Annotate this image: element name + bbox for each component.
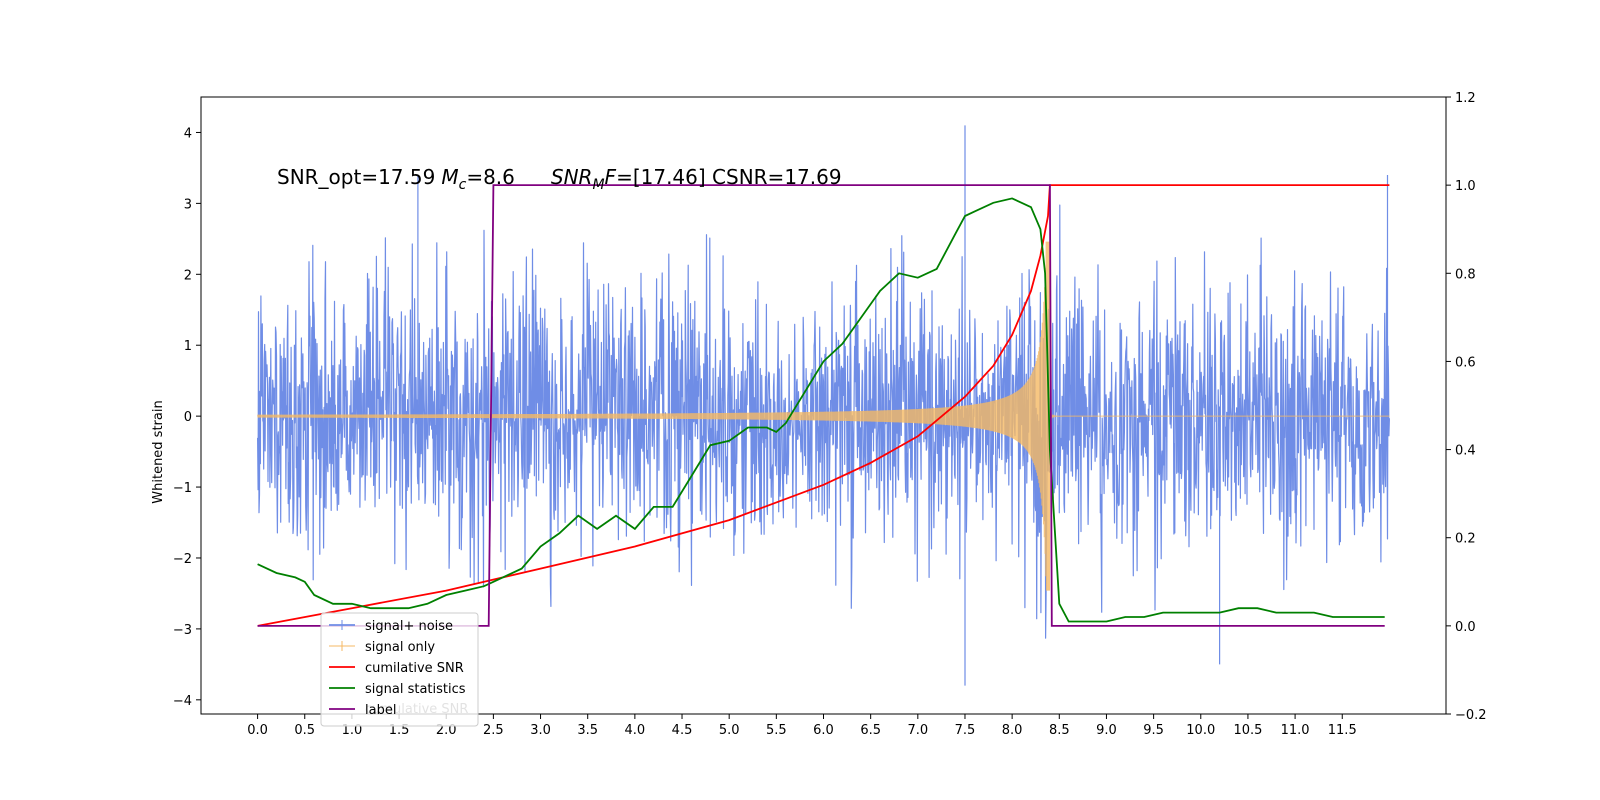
x-tick-label: 8.0 [1002, 723, 1023, 738]
x-tick-label: 11.5 [1328, 723, 1357, 738]
x-tick-label: 5.0 [719, 723, 740, 738]
x-tick-label: 8.5 [1049, 723, 1070, 738]
legend-entry-label: signal statistics [365, 682, 466, 697]
x-tick-label: 2.0 [436, 723, 457, 738]
y2-tick-label: 0.8 [1455, 267, 1476, 282]
y-tick-label: 3 [184, 197, 192, 212]
series-cumilative-snrline [257, 184, 1390, 627]
x-tick-label: 0.5 [294, 723, 315, 738]
x-tick-label: 9.0 [1096, 723, 1117, 738]
x-tick-label: 2.5 [483, 723, 504, 738]
title-snrmf-value: =[17.46] CSNR=17.69 [616, 165, 842, 189]
title-snrmf-symbol: SNR [551, 165, 593, 189]
legend: cumulative SNR signal+ noise signal only cu… [320, 612, 479, 727]
legend-entry-label: label [365, 703, 396, 718]
y-tick-label: 2 [184, 268, 192, 283]
title-mc-symbol: M [441, 165, 458, 189]
y-tick-label: 0 [184, 410, 192, 425]
x-tick-label: 6.5 [860, 723, 881, 738]
y2-tick-label: 0.0 [1455, 620, 1476, 635]
x-tick-label: 11.0 [1281, 723, 1310, 738]
x-tick-label: 1.0 [342, 723, 363, 738]
x-tick-label: 7.0 [907, 723, 928, 738]
y2-tick-label: 0.6 [1455, 355, 1476, 370]
plot-area [257, 125, 1390, 686]
y-tick-label: −2 [173, 552, 192, 567]
legend-entry-label: signal only [365, 640, 435, 655]
y-tick-label: −1 [173, 481, 192, 496]
x-tick-label: 10.5 [1233, 723, 1262, 738]
title-mc-value: =8.6 [466, 165, 515, 189]
y-axis-label: Whitened strain [151, 400, 166, 503]
x-tick-label: 1.5 [389, 723, 410, 738]
y-tick-label: 4 [184, 126, 192, 141]
axes: 0.0 0.5 1.0 1.5 2.0 2.5 3.0 3.5 4.0 4.5 5.0 5.5 6.0 6… [173, 91, 1487, 738]
x-tick-label: 6.0 [813, 723, 834, 738]
y-tick-label: 1 [184, 339, 192, 354]
title-snrmf-f: F [605, 165, 617, 189]
x-tick-label: 5.5 [766, 723, 787, 738]
x-tick-label: 9.5 [1143, 723, 1164, 738]
series-signal-noise-line [257, 125, 1390, 686]
series-signal-only-line [257, 241, 1390, 591]
y-tick-label: −3 [173, 623, 192, 638]
title-snr-opt: SNR_opt=17.59 [277, 165, 435, 189]
legend-entry-label: signal+ noise [365, 619, 453, 634]
x-tick-label: 4.0 [625, 723, 646, 738]
legend-box [320, 612, 479, 727]
y2-tick-label: 0.4 [1455, 444, 1476, 459]
series-signal-statisticsline [257, 197, 1385, 623]
x-tick-label: 10.0 [1186, 723, 1215, 738]
legend-overlap-ghost: cumulative SNR [365, 702, 468, 717]
chart-title: SNR_opt=17.59 Mc=8.6 SNRMF=[17.46] CSNR=17… [277, 165, 842, 193]
y-tick-label: −4 [173, 694, 192, 709]
x-tick-label: 7.5 [955, 723, 976, 738]
legend-entry-label: cumilative SNR [365, 661, 464, 676]
title-mc-sub: c [459, 177, 467, 193]
x-tick-label: 3.0 [530, 723, 551, 738]
y2-tick-label: 1.2 [1455, 91, 1476, 106]
y2-tick-label: 1.0 [1455, 179, 1476, 194]
y2-tick-label: −0.2 [1455, 708, 1487, 723]
y2-tick-label: 0.2 [1455, 532, 1476, 547]
x-tick-label: 4.5 [672, 723, 693, 738]
title-snrmf-sub: M [592, 177, 604, 193]
x-tick-label: 3.5 [577, 723, 598, 738]
x-tick-label: 0.0 [247, 723, 268, 738]
